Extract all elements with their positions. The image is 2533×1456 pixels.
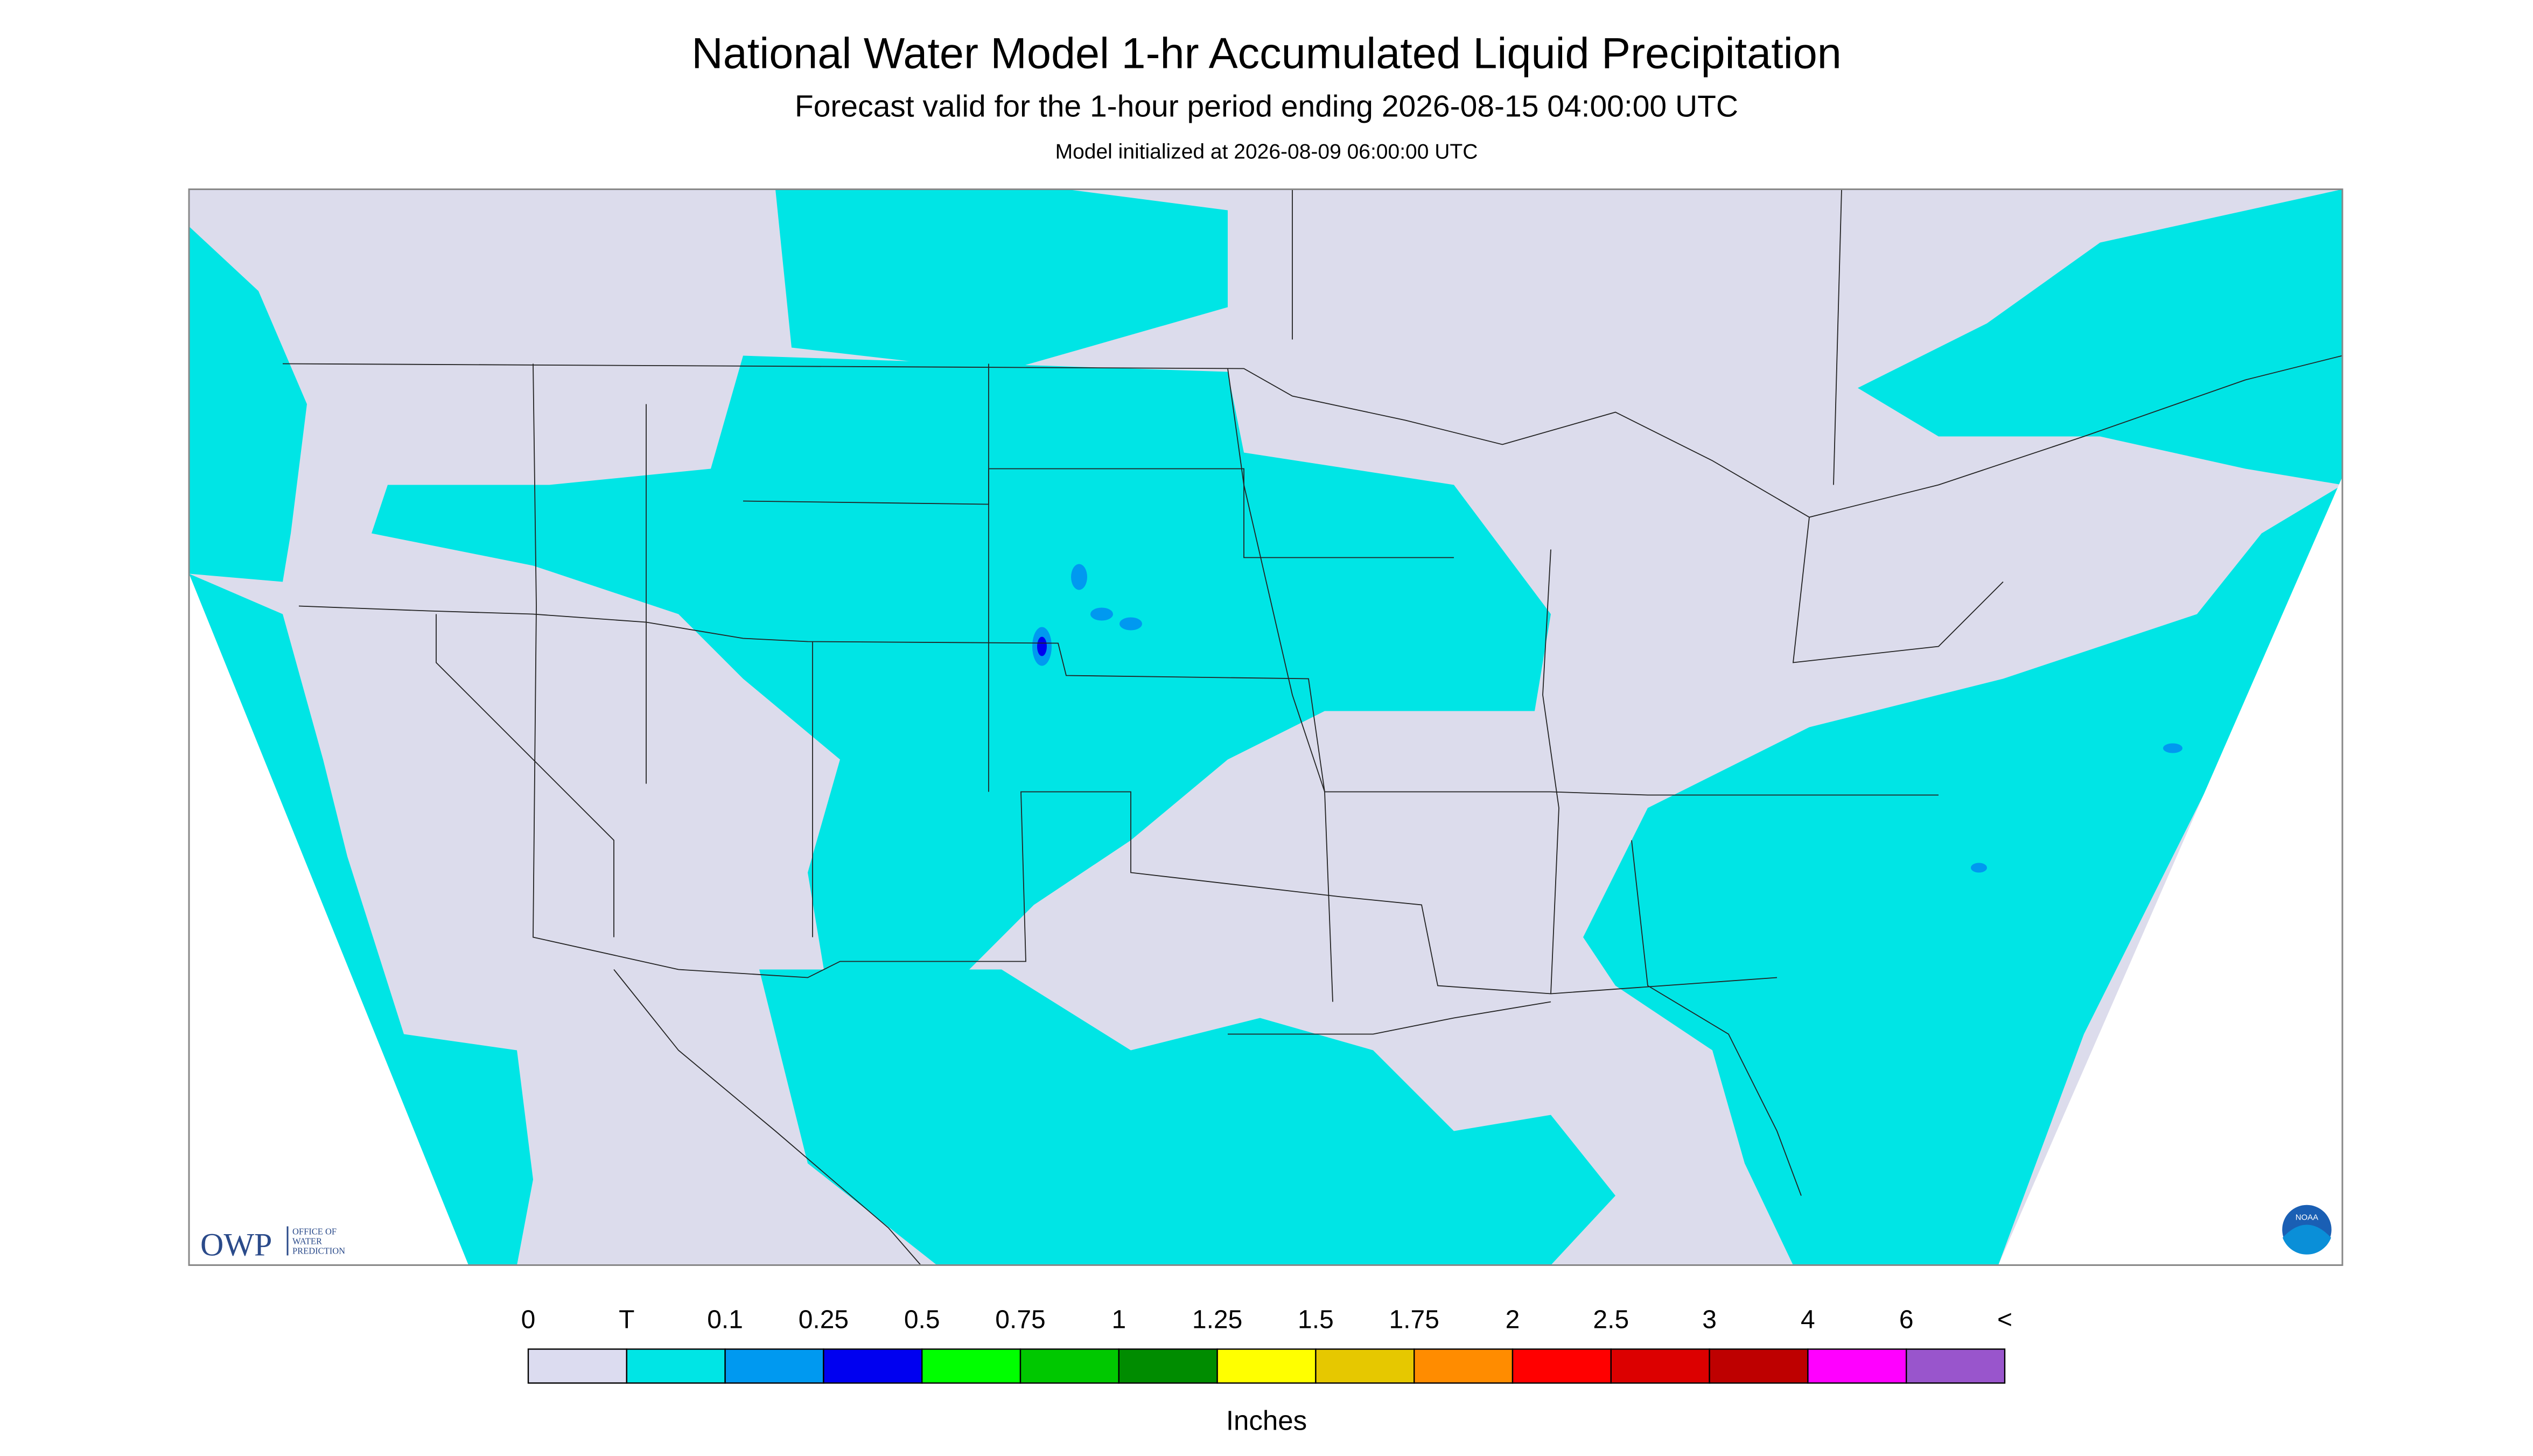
map: OWP OFFICE OF WATER PREDICTION NOAA [188, 188, 2343, 1266]
legend-label: 2.5 [1593, 1306, 1629, 1334]
legend-swatch [1610, 1348, 1710, 1384]
owp-text: PREDICTION [292, 1246, 345, 1256]
legend-label: T [619, 1306, 634, 1334]
legend-label: 6 [1899, 1306, 1914, 1334]
legend-swatch [626, 1348, 726, 1384]
legend-label: 0.75 [995, 1306, 1045, 1334]
precip-spot [2163, 743, 2182, 753]
title: National Water Model 1-hr Accumulated Li… [691, 30, 1842, 78]
precip-area [189, 573, 533, 1265]
legend-label: < [1997, 1306, 2012, 1334]
legend: 0 T 0.1 0.25 0.5 0.75 1 1.25 1.5 1.75 2 2.5 3 4 6 < [521, 1306, 2012, 1384]
legend-swatch [1315, 1348, 1415, 1384]
borders [282, 189, 2343, 1266]
legend-unit: Inches [1226, 1405, 1307, 1436]
noaa-text: NOAA [2296, 1213, 2319, 1222]
legend-label: 1.25 [1192, 1306, 1242, 1334]
projection-edge [189, 573, 468, 1265]
legend-swatch [1905, 1348, 2006, 1384]
legend-swatch [1414, 1348, 1514, 1384]
init-time: Model initialized at 2026-08-09 06:00:00… [1055, 141, 1478, 164]
precip-spot [1071, 564, 1087, 590]
precip-area [372, 355, 1551, 970]
legend-label: 4 [1801, 1306, 1815, 1334]
projection-edge [1998, 477, 2342, 1265]
owp-text: OFFICE OF [292, 1227, 337, 1237]
precip-area [1858, 189, 2342, 485]
precip-spot [1119, 617, 1142, 631]
owp-logo: OWP [200, 1227, 272, 1263]
legend-swatch [823, 1348, 923, 1384]
precip-area [775, 189, 1228, 372]
legend-label: 0.5 [904, 1306, 940, 1334]
precip-area [1583, 485, 2342, 1265]
legend-label: 0.1 [707, 1306, 743, 1334]
noaa-logo-wave [2283, 1224, 2331, 1255]
owp-text: WATER [292, 1236, 322, 1247]
legend-swatch [921, 1348, 1021, 1384]
legend-swatch [1512, 1348, 1612, 1384]
legend-label: 1.5 [1298, 1306, 1334, 1334]
legend-label: 1 [1111, 1306, 1126, 1334]
legend-label: 2 [1506, 1306, 1520, 1334]
precip-spot [1037, 636, 1047, 656]
legend-label: 0.25 [799, 1306, 849, 1334]
legend-swatch [724, 1348, 824, 1384]
map-frame [188, 188, 2343, 1266]
subtitle: Forecast valid for the 1-hour period end… [795, 89, 1738, 124]
legend-swatch [1216, 1348, 1317, 1384]
legend-swatch [527, 1348, 628, 1384]
precip-spot [1971, 863, 1987, 873]
legend-swatch [1709, 1348, 1809, 1384]
legend-label: 1.75 [1389, 1306, 1439, 1334]
precip-area [759, 969, 1615, 1265]
precip-area [189, 226, 307, 582]
legend-label: 3 [1702, 1306, 1717, 1334]
legend-label: 0 [521, 1306, 536, 1334]
precip-spot [1090, 607, 1113, 621]
legend-swatch [1807, 1348, 1907, 1384]
legend-swatch [1019, 1348, 1120, 1384]
legend-swatch [1118, 1348, 1218, 1384]
